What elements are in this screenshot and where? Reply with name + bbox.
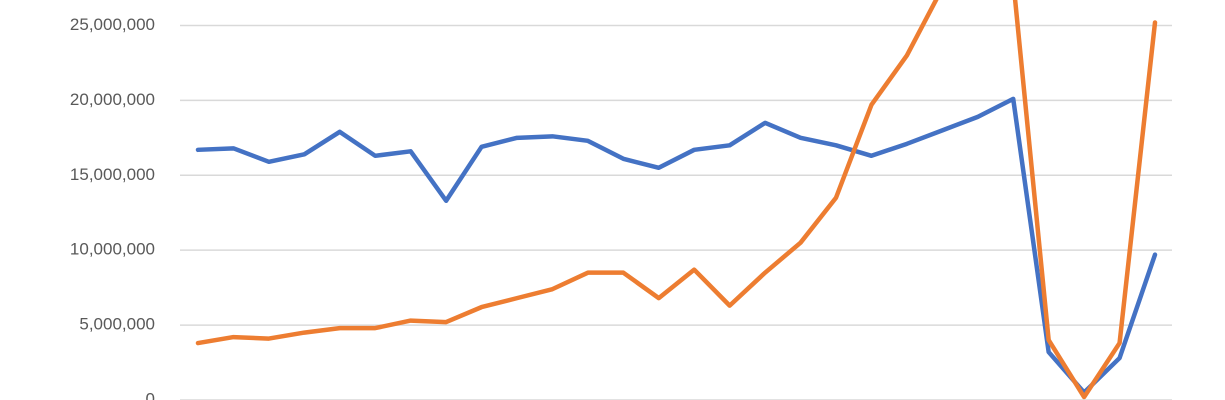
y-tick-label: 5,000,000 (79, 315, 155, 334)
y-tick-label: 0 (146, 389, 155, 400)
series-line (195, 96, 1158, 395)
series-line (195, 0, 1158, 400)
y-tick-label: 10,000,000 (70, 240, 155, 259)
y-tick-label: 20,000,000 (70, 90, 155, 109)
y-tick-label: 15,000,000 (70, 165, 155, 184)
y-tick-label: 25,000,000 (70, 15, 155, 34)
plot-area (195, 0, 1158, 400)
